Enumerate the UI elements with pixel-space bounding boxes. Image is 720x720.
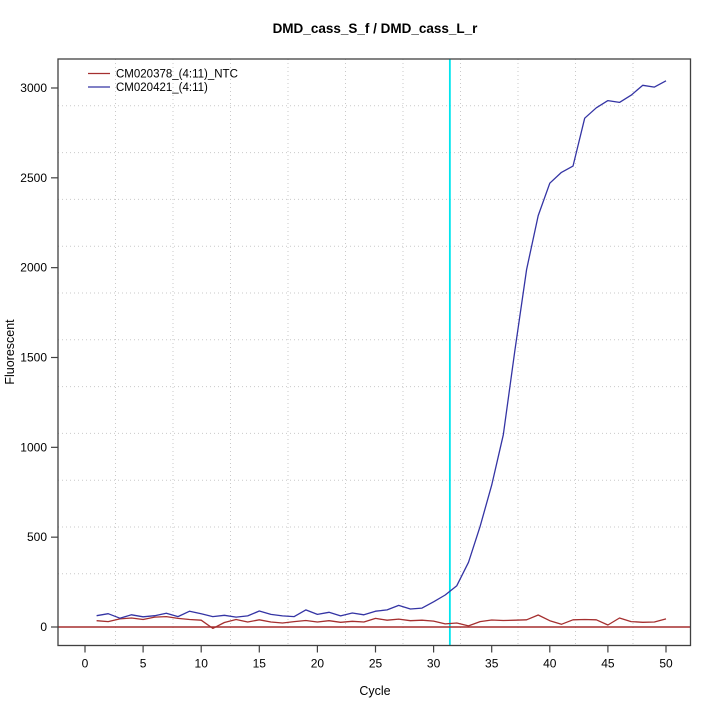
y-tick-label: 1500 <box>20 350 47 364</box>
x-tick-label: 15 <box>253 657 267 671</box>
x-tick-label: 45 <box>601 657 615 671</box>
y-tick-label: 0 <box>40 620 47 634</box>
series-line-ntc <box>96 614 667 630</box>
legend: CM020378_(4:11)_NTC CM020421_(4:11) <box>88 69 238 94</box>
x-tick-label: 0 <box>82 657 89 671</box>
x-tick-label: 40 <box>543 657 557 671</box>
chart-title: DMD_cass_S_f / DMD_cass_L_r <box>273 21 479 36</box>
data-series <box>58 59 691 646</box>
y-tick-label: 500 <box>27 530 47 544</box>
legend-label-sample: CM020421_(4:11) <box>116 82 208 94</box>
y-tick-label: 2000 <box>20 261 47 275</box>
x-tick-label: 30 <box>427 657 441 671</box>
y-axis-label: Fluorescent <box>3 319 17 385</box>
gridlines <box>58 59 691 646</box>
y-tick-label: 1000 <box>20 440 47 454</box>
series-line-sample <box>96 80 667 619</box>
x-tick-label: 25 <box>369 657 383 671</box>
x-tick-label: 20 <box>311 657 325 671</box>
y-tick-label: 2500 <box>20 171 47 185</box>
x-tick-label: 5 <box>140 657 147 671</box>
legend-label-ntc: CM020378_(4:11)_NTC <box>116 69 238 81</box>
x-tick-label: 35 <box>485 657 499 671</box>
x-axis-label: Cycle <box>359 684 390 698</box>
x-tick-label: 10 <box>195 657 209 671</box>
y-tick-label: 3000 <box>20 81 47 95</box>
plot-frame <box>57 58 692 647</box>
axes: 0 5 10 15 20 25 30 35 40 45 5005001000150020002500… <box>20 58 692 671</box>
x-tick-label: 50 <box>659 657 673 671</box>
